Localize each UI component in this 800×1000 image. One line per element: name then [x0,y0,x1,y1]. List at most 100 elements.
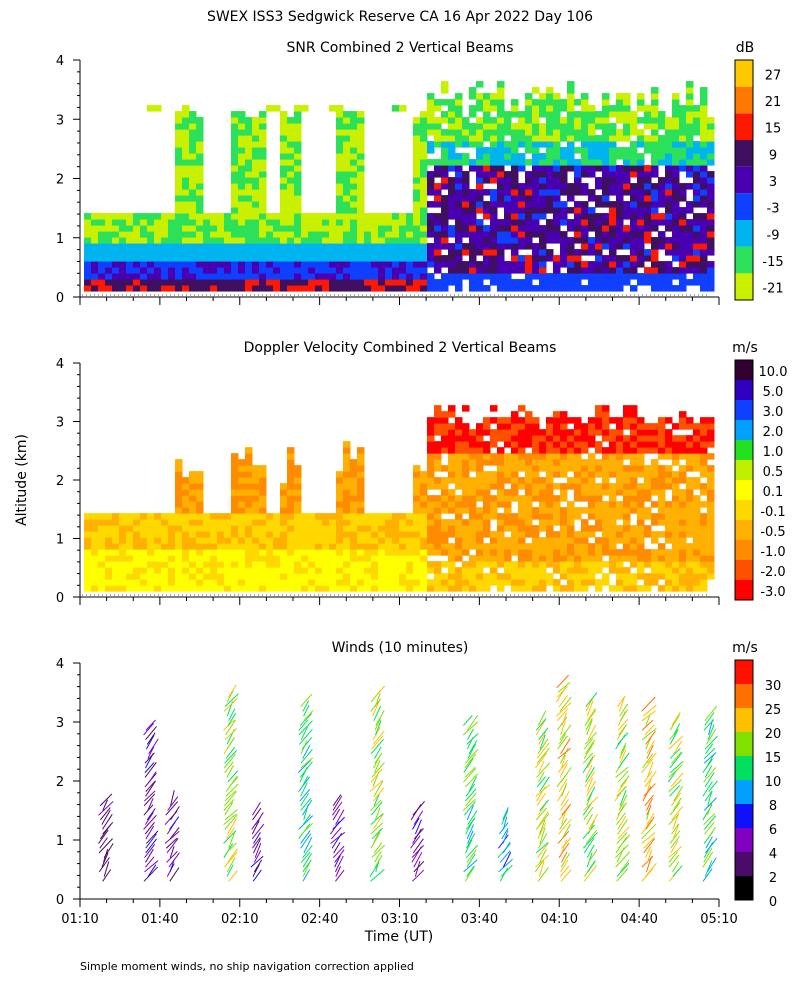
field-cell [357,579,365,586]
field-cell [602,165,610,172]
field-cell [322,249,330,256]
wind-barb [617,732,629,745]
wind-barb [536,785,546,802]
field-cell [679,219,687,226]
field-cell [483,489,491,496]
field-cell [189,183,197,190]
field-cell [133,237,141,244]
field-cell [287,135,295,142]
field-cell [581,525,589,532]
field-cell [231,567,239,574]
field-cell [637,543,645,550]
field-cell [700,489,708,496]
field-cell [623,501,631,508]
field-cell [700,255,708,262]
wind-barb [300,833,312,849]
field-cell [259,267,267,274]
wind-barb [333,841,341,854]
field-cell [602,141,610,148]
field-cell [161,561,169,568]
field-cell [294,519,302,526]
field-cell [490,453,498,460]
field-cell [672,153,680,160]
field-cell [350,489,358,496]
field-cell [644,141,652,148]
field-cell [245,267,253,274]
field-cell [581,129,589,136]
field-cell [651,261,659,268]
field-cell [630,189,638,196]
field-cell [518,525,526,532]
field-cell [686,513,694,520]
field-cell [112,549,120,556]
field-cell [483,459,491,466]
field-cell [525,453,533,460]
field-cell [175,573,183,580]
field-cell [609,159,617,166]
field-cell [455,471,463,478]
field-cell [665,183,673,190]
field-cell [350,261,358,268]
field-cell [413,225,421,232]
field-cell [84,585,92,592]
wind-barb [374,807,381,821]
field-cell [609,435,617,442]
field-cell [651,213,659,220]
field-cell [665,573,673,580]
field-cell [672,255,680,262]
field-cell [266,261,274,268]
field-cell [259,585,267,592]
field-cell [560,525,568,532]
field-cell [574,267,582,274]
field-cell [441,165,449,172]
field-cell [567,261,575,268]
field-cell [707,543,715,550]
field-cell [637,225,645,232]
field-cell [679,129,687,136]
field-cell [546,525,554,532]
field-cell [266,213,274,220]
field-cell [504,213,512,220]
field-cell [329,525,337,532]
field-cell [469,93,477,100]
field-cell [504,537,512,544]
field-cell [406,561,414,568]
field-cell [427,117,435,124]
field-cell [651,255,659,262]
field-cell [441,411,449,418]
wind-barb [224,761,234,774]
field-cell [623,483,631,490]
field-cell [490,105,498,112]
field-cell [630,465,638,472]
field-cell [287,471,295,478]
field-cell [658,501,666,508]
field-cell [441,159,449,166]
field-cell [609,243,617,250]
field-cell [651,279,659,286]
field-cell [518,519,526,526]
field-cell [112,555,120,562]
wind-barb [98,801,114,816]
field-cell [504,171,512,178]
wind-barb [560,859,569,873]
field-cell [196,165,204,172]
field-cell [259,207,267,214]
field-cell [84,249,92,256]
field-cell [147,105,155,112]
field-cell [595,537,603,544]
field-cell [189,261,197,268]
field-cell [413,141,421,148]
field-cell [308,231,316,238]
field-cell [126,567,134,574]
field-cell [329,561,337,568]
wind-barb [560,754,567,769]
field-cell [462,567,470,574]
wind-barb [374,759,381,773]
field-cell [672,477,680,484]
field-cell [602,453,610,460]
field-cell [623,93,631,100]
field-cell [553,567,561,574]
field-cell [91,543,99,550]
field-cell [140,585,148,592]
field-cell [490,531,498,538]
